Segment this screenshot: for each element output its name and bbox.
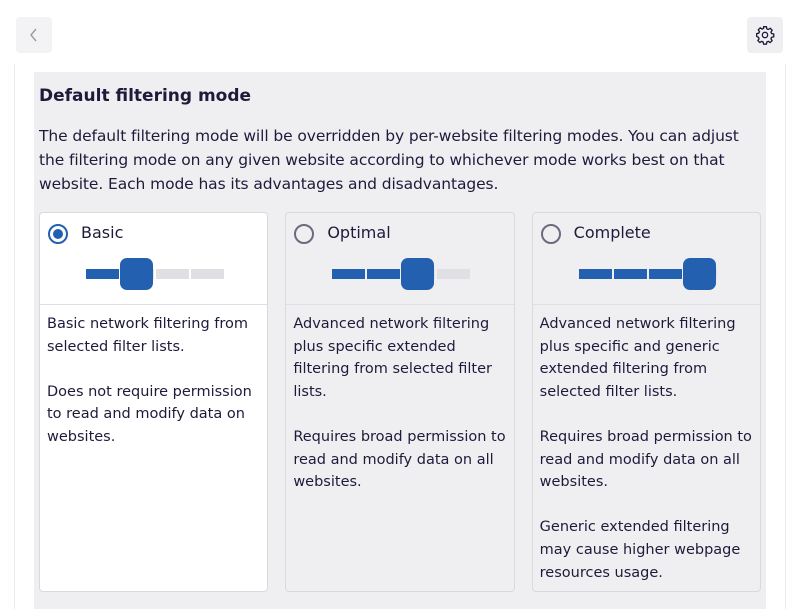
- level-segment: [86, 269, 119, 279]
- mode-label: Complete: [573, 223, 651, 242]
- mode-card-optimal[interactable]: Optimal Advanced network filtering plus …: [285, 212, 515, 592]
- back-button[interactable]: [16, 17, 52, 53]
- mode-body: Basic network filtering from selected fi…: [40, 305, 267, 479]
- settings-button[interactable]: [747, 17, 783, 53]
- level-knob: [120, 258, 153, 290]
- level-segment: [332, 269, 366, 279]
- mode-card-complete[interactable]: Complete Advanced network filtering plus…: [531, 212, 761, 592]
- mode-card-basic[interactable]: Basic Basic network filtering from selec…: [39, 212, 269, 592]
- mode-radio[interactable]: [48, 224, 68, 244]
- filtering-level-indicator: [578, 258, 717, 290]
- filtering-level-indicator: [86, 258, 224, 290]
- level-knob: [401, 258, 435, 290]
- section-description: The default filtering mode will be overr…: [39, 127, 739, 193]
- mode-description: Requires broad permission to read and mo…: [293, 428, 506, 491]
- level-segment: [578, 269, 612, 279]
- gear-icon: [756, 26, 775, 45]
- level-segment: [367, 269, 401, 279]
- mode-label: Basic: [81, 223, 124, 242]
- mode-header: Optimal: [286, 213, 514, 305]
- section-title: Default filtering mode: [39, 86, 252, 106]
- mode-body: Advanced network filtering plus specific…: [533, 305, 760, 615]
- chevron-left-icon: [30, 28, 37, 42]
- mode-label: Optimal: [327, 223, 391, 242]
- mode-description: Does not require permission to read and …: [47, 383, 252, 445]
- level-knob: [682, 258, 716, 290]
- mode-header: Complete: [532, 213, 760, 305]
- mode-description: Requires broad permission to read and mo…: [539, 428, 752, 491]
- mode-description: Basic network filtering from selected fi…: [47, 316, 248, 355]
- level-segment: [648, 269, 682, 279]
- mode-cards: Basic Basic network filtering from selec…: [39, 212, 761, 592]
- mode-radio[interactable]: [294, 224, 315, 244]
- mode-body: Advanced network filtering plus specific…: [286, 305, 513, 524]
- level-segment: [156, 269, 189, 279]
- mode-description: Advanced network filtering plus specific…: [293, 316, 492, 400]
- level-segment: [191, 269, 224, 279]
- level-segment: [613, 269, 647, 279]
- mode-description: Generic extended filtering may cause hig…: [539, 519, 741, 581]
- filtering-mode-panel: Default filtering mode The default filte…: [34, 72, 766, 609]
- mode-description: Advanced network filtering plus specific…: [539, 316, 736, 400]
- page-frame: [14, 64, 786, 609]
- mode-header: Basic: [40, 213, 268, 305]
- level-segment: [437, 269, 471, 279]
- filtering-level-indicator: [332, 258, 471, 290]
- mode-radio[interactable]: [540, 224, 561, 244]
